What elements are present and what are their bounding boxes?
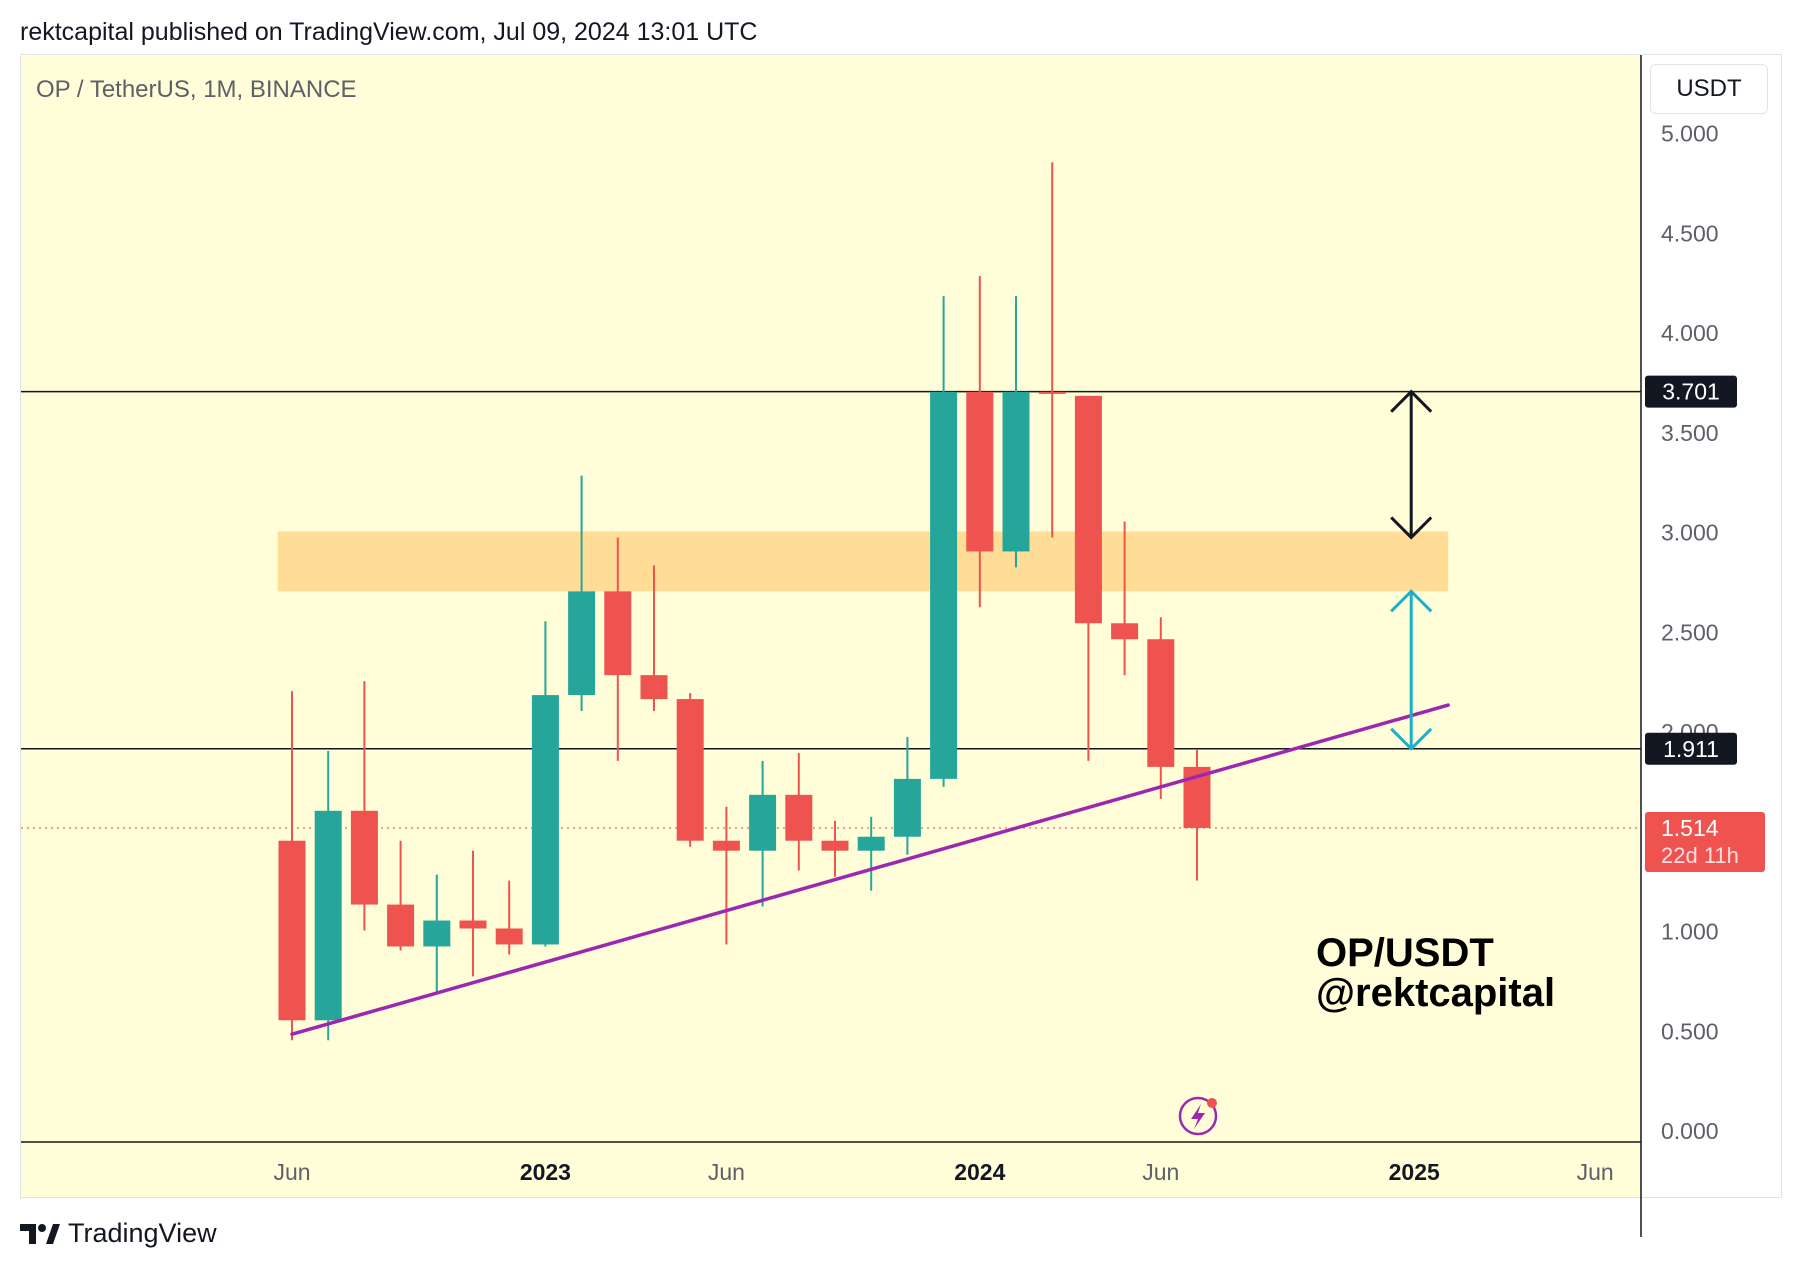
- candle-2024-04[interactable]: [1074, 395, 1102, 761]
- candle-body: [1074, 395, 1102, 624]
- publish-header: rektcapital published on TradingView.com…: [20, 18, 758, 46]
- candle-body: [1002, 391, 1030, 552]
- level-price-label: 1.911: [1645, 732, 1737, 765]
- y-tick-label: 4.500: [1661, 220, 1719, 246]
- candle-body: [459, 920, 487, 929]
- candle-body: [604, 591, 632, 676]
- x-tick-label: Jun: [273, 1159, 310, 1185]
- level-label-text: 3.701: [1662, 379, 1720, 405]
- resistance-zone: [277, 531, 1449, 592]
- y-tick-label: 3.500: [1661, 420, 1719, 446]
- candle-2022-11[interactable]: [459, 850, 487, 977]
- y-tick-label: 2.500: [1661, 619, 1719, 645]
- candle-2022-09[interactable]: [387, 840, 415, 951]
- candle-body: [1147, 639, 1175, 767]
- candle-2023-04[interactable]: [640, 565, 668, 712]
- candle-2022-08[interactable]: [350, 681, 378, 931]
- candle-body: [966, 391, 994, 552]
- candle-2023-10[interactable]: [857, 816, 885, 891]
- last-price-countdown: 22d 11h: [1661, 843, 1739, 868]
- candle-2023-11[interactable]: [893, 736, 921, 855]
- candle-body: [749, 794, 777, 851]
- candle-body: [785, 794, 813, 841]
- candle-body: [423, 920, 451, 947]
- symbol-label: OP / TetherUS, 1M, BINANCE: [36, 76, 357, 103]
- candle-body: [712, 840, 740, 851]
- x-tick-label: 2024: [954, 1159, 1005, 1185]
- candle-2024-05[interactable]: [1111, 521, 1139, 676]
- watermark-line-2: @rektcapital: [1316, 971, 1555, 1015]
- candle-2023-09[interactable]: [821, 820, 849, 877]
- tradingview-logo[interactable]: TradingView: [20, 1218, 217, 1249]
- tradingview-brand: TradingView: [68, 1218, 217, 1248]
- level-label-bg: [1645, 732, 1737, 765]
- candle-2024-06[interactable]: [1147, 617, 1175, 799]
- candle-2024-03[interactable]: [1038, 162, 1066, 538]
- arrow-head-bottom: [1390, 516, 1433, 540]
- x-tick-label: Jun: [1142, 1159, 1179, 1185]
- x-tick-label: Jun: [708, 1159, 745, 1185]
- candle-2023-03[interactable]: [604, 537, 632, 761]
- flash-icon[interactable]: [1178, 1096, 1218, 1136]
- x-tick-label: 2023: [520, 1159, 571, 1185]
- arrow-head-top: [1390, 389, 1433, 413]
- candle-body: [676, 699, 704, 841]
- candle-body: [350, 810, 378, 905]
- candle-2024-01[interactable]: [966, 276, 994, 608]
- y-tick-label: 4.000: [1661, 320, 1719, 346]
- x-tick-label: 2025: [1389, 1159, 1440, 1185]
- candle-body: [278, 840, 306, 1021]
- candle-2022-07[interactable]: [314, 750, 342, 1041]
- candle-2023-02[interactable]: [568, 475, 596, 712]
- candle-2023-01[interactable]: [531, 621, 559, 947]
- candle-2022-06[interactable]: [278, 691, 306, 1041]
- watermark-line-1: OP/USDT: [1316, 931, 1494, 975]
- candle-body: [821, 840, 849, 851]
- cyan-range-arrow: [1390, 589, 1433, 751]
- candle-2023-06[interactable]: [712, 806, 740, 945]
- candle-body: [1038, 391, 1066, 394]
- y-tick-label: 0.000: [1661, 1118, 1719, 1144]
- level-label-bg: [1645, 375, 1737, 408]
- candle-body: [531, 695, 559, 945]
- y-tick-label: 1.000: [1661, 919, 1719, 945]
- plot-background: [21, 55, 1781, 1197]
- candle-body: [1111, 623, 1139, 640]
- level-price-label: 3.701: [1645, 375, 1737, 408]
- candle-body: [857, 836, 885, 851]
- candle-body: [930, 391, 958, 779]
- candle-2022-10[interactable]: [423, 874, 451, 995]
- price-scale-background: [1642, 55, 1781, 1197]
- candle-body: [568, 591, 596, 696]
- candle-2024-02[interactable]: [1002, 296, 1030, 568]
- tradingview-mark-icon: [20, 1223, 60, 1244]
- chart-frame: [20, 54, 1782, 1198]
- y-tick-label: 0.500: [1661, 1018, 1719, 1044]
- candle-2023-05[interactable]: [676, 693, 704, 847]
- arrow-head-bottom: [1390, 727, 1433, 751]
- black-range-arrow: [1390, 389, 1433, 540]
- currency-button[interactable]: USDT: [1650, 64, 1768, 114]
- candle-body: [495, 928, 523, 945]
- candle-2023-08[interactable]: [785, 752, 813, 871]
- last-price-bg: [1645, 811, 1765, 872]
- x-tick-label: Jun: [1577, 1159, 1614, 1185]
- candle-2023-12[interactable]: [930, 296, 958, 787]
- candle-body: [314, 810, 342, 1021]
- y-tick-label: 5.000: [1661, 121, 1719, 147]
- ascending-trendline: [290, 703, 1450, 1036]
- level-label-text: 1.911: [1663, 736, 1719, 762]
- candle-2022-12[interactable]: [495, 880, 523, 955]
- candle-body: [387, 904, 415, 947]
- candle-2023-07[interactable]: [749, 760, 777, 907]
- y-tick-label: 3.000: [1661, 520, 1719, 546]
- candle-body: [893, 778, 921, 837]
- last-price-value: 1.514: [1661, 815, 1719, 841]
- candle-body: [640, 675, 668, 700]
- arrow-head-top: [1390, 589, 1433, 613]
